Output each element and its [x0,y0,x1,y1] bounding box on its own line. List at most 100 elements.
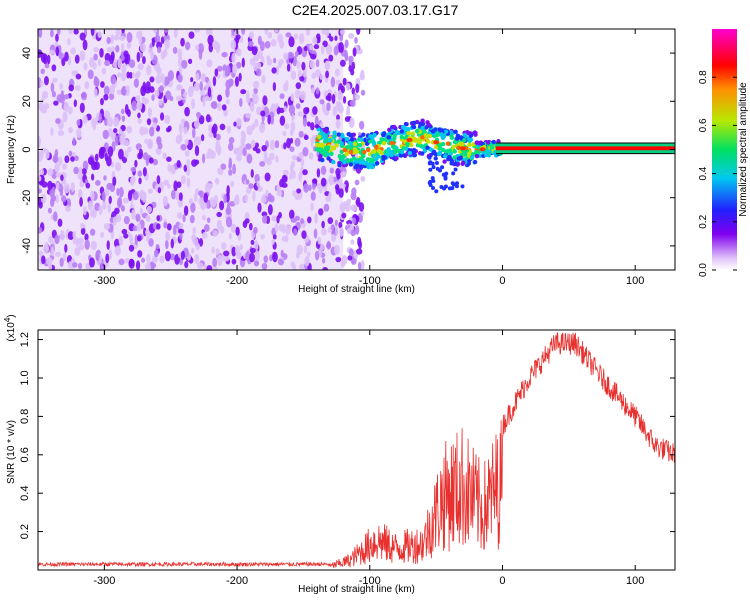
noise-speckle [123,233,129,239]
noise-speckle [115,162,122,172]
noise-speckle [214,177,220,185]
signal-cell [485,140,491,145]
noise-speckle [186,177,191,188]
x-tick-label: 0 [499,575,505,587]
spectrogram-plot [38,29,675,270]
noise-speckle [291,155,298,161]
noise-speckle [198,115,205,125]
noise-speckle [106,155,112,167]
signal-cell [322,127,327,133]
noise-speckle [292,170,296,180]
noise-speckle [120,88,127,96]
noise-speckle [245,143,252,150]
noise-speckle [193,29,201,33]
signal-cell [336,139,341,144]
noise-speckle [261,74,266,84]
noise-speckle [351,61,356,71]
noise-speckle [158,98,163,106]
noise-speckle [50,246,55,257]
noise-speckle [95,250,100,261]
noise-speckle [85,182,91,189]
noise-speckle [360,175,366,182]
noise-speckle [138,177,142,185]
noise-speckle [311,134,318,143]
noise-speckle [139,207,144,216]
noise-speckle [50,82,55,93]
noise-speckle [232,163,236,175]
noise-speckle [72,137,76,146]
noise-speckle [173,29,178,39]
noise-speckle [165,239,169,250]
signal-cell [340,133,345,138]
noise-speckle [234,76,240,87]
noise-speckle [162,152,167,159]
noise-speckle [48,235,54,244]
signal-cell [430,129,436,134]
noise-speckle [163,48,168,57]
noise-speckle [62,252,67,262]
noise-speckle [184,261,189,269]
noise-speckle [310,202,314,211]
noise-speckle [226,185,230,196]
signal-cell [362,137,368,143]
noise-speckle [93,47,99,53]
noise-speckle [59,94,66,104]
noise-speckle [260,234,265,240]
noise-speckle [346,219,353,226]
noise-speckle [39,80,44,87]
noise-speckle [321,220,325,229]
noise-speckle [331,93,336,104]
signal-cell [315,142,320,148]
signal-cell [391,124,397,130]
noise-speckle [38,136,41,147]
noise-speckle [245,179,250,185]
noise-speckle [207,148,212,157]
noise-speckle [297,111,303,117]
noise-speckle [309,60,315,69]
noise-speckle [201,202,208,209]
noise-speckle [287,51,294,59]
noise-speckle [282,169,289,176]
noise-speckle [93,88,98,98]
signal-cell [410,131,416,136]
signal-cell [368,134,373,139]
x-tick-label: -200 [226,275,248,287]
noise-speckle [100,98,104,106]
noise-speckle [129,234,134,246]
noise-speckle [303,45,308,52]
noise-speckle [262,95,268,106]
noise-speckle [240,89,247,95]
signal-cell [326,156,331,161]
noise-speckle [296,188,302,194]
noise-speckle [127,146,132,153]
signal-cell [431,149,437,155]
noise-speckle [323,203,330,212]
signal-cell [420,125,425,131]
noise-speckle [288,209,295,220]
noise-speckle [360,89,366,96]
noise-speckle [277,258,284,266]
noise-speckle [348,32,355,40]
noise-speckle [160,36,165,45]
noise-speckle [126,32,133,43]
noise-speckle [204,76,209,83]
noise-speckle [223,194,227,204]
noise-speckle [357,261,362,270]
noise-speckle [326,240,331,250]
noise-speckle [124,150,129,159]
noise-speckle [139,126,145,136]
snr-plot [38,331,675,569]
noise-speckle [302,117,308,127]
noise-speckle [90,29,95,36]
noise-speckle [235,226,240,236]
noise-speckle [90,190,95,202]
noise-speckle [141,257,146,263]
noise-speckle [116,89,122,95]
signal-cell [452,155,457,160]
noise-speckle [134,78,139,88]
noise-speckle [108,195,112,204]
noise-speckle [271,215,278,222]
noise-speckle [318,208,324,216]
noise-speckle [44,63,50,69]
noise-speckle [283,142,287,150]
